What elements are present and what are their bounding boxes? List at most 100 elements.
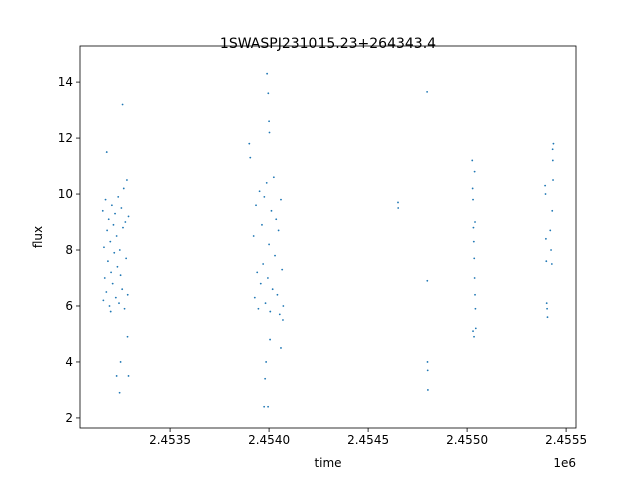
point: [426, 389, 429, 391]
point: [282, 319, 284, 321]
point: [268, 131, 271, 134]
point: [473, 257, 476, 260]
point: [544, 193, 547, 195]
y-tick-label: 12: [58, 131, 73, 145]
point: [118, 391, 121, 394]
point: [426, 361, 429, 363]
point: [122, 187, 125, 190]
x-offset-label: 1e6: [553, 456, 576, 470]
point: [116, 265, 119, 268]
point: [278, 313, 281, 316]
point: [121, 288, 124, 291]
point: [545, 260, 548, 263]
chart-title: 1SWASPJ231015.23+264343.4: [220, 36, 436, 52]
point: [107, 260, 109, 263]
point: [473, 277, 476, 279]
point: [105, 151, 108, 153]
point: [115, 235, 118, 237]
point: [473, 170, 476, 173]
point: [549, 229, 552, 232]
x-tick-label: 2.4550: [446, 433, 488, 447]
point: [552, 179, 554, 181]
point: [269, 310, 272, 313]
point: [126, 335, 129, 338]
point: [267, 277, 269, 279]
point: [274, 254, 276, 257]
plot-frame: [79, 45, 577, 429]
point: [113, 251, 116, 254]
point: [107, 218, 110, 221]
point: [546, 316, 549, 319]
point: [109, 240, 112, 243]
point: [105, 291, 108, 293]
y-tick-label: 6: [65, 299, 73, 313]
point: [248, 142, 251, 145]
point: [550, 263, 553, 265]
point: [545, 237, 547, 240]
point: [268, 120, 270, 123]
point: [266, 72, 269, 75]
point: [110, 271, 112, 274]
point: [259, 282, 262, 285]
point: [114, 212, 116, 215]
y-tick-label: 2: [65, 411, 73, 425]
point: [127, 215, 130, 218]
x-tick-label: 2.4535: [149, 433, 191, 447]
point: [118, 249, 121, 251]
point: [106, 229, 109, 232]
y-tick-label: 10: [58, 187, 73, 201]
point: [268, 243, 270, 246]
point: [263, 405, 266, 408]
point: [276, 293, 279, 296]
point: [118, 302, 120, 305]
x-tick-label: 2.4555: [545, 433, 587, 447]
point: [550, 249, 552, 251]
point: [252, 235, 255, 237]
point: [112, 223, 115, 226]
point: [546, 307, 548, 310]
point: [545, 302, 548, 305]
point: [271, 288, 274, 291]
point: [103, 246, 105, 249]
point: [123, 307, 126, 310]
point: [121, 103, 124, 106]
point: [120, 207, 123, 209]
point: [265, 181, 268, 184]
point: [258, 190, 261, 193]
point: [397, 207, 400, 209]
point: [111, 282, 114, 285]
point: [127, 375, 130, 377]
point: [551, 148, 554, 151]
point: [122, 226, 124, 229]
point: [257, 307, 260, 310]
point: [115, 375, 118, 377]
point: [261, 223, 263, 226]
point: [472, 226, 475, 229]
point: [471, 187, 474, 190]
point: [101, 209, 104, 212]
point: [426, 90, 429, 93]
point: [472, 330, 474, 333]
point: [126, 293, 129, 296]
point: [263, 195, 266, 198]
point: [474, 327, 477, 330]
point: [119, 274, 122, 277]
point: [474, 293, 476, 296]
x-tick-label: 2.4545: [347, 433, 389, 447]
point: [104, 198, 107, 201]
point: [471, 159, 474, 162]
point: [426, 369, 429, 372]
point: [256, 271, 259, 274]
point: [551, 209, 554, 212]
point: [114, 296, 117, 299]
point: [275, 218, 278, 221]
point: [426, 279, 429, 282]
point: [551, 159, 554, 162]
y-tick-label: 4: [65, 355, 73, 369]
point: [125, 257, 128, 260]
point: [253, 296, 256, 299]
point: [544, 184, 547, 187]
point: [397, 201, 399, 204]
point: [472, 198, 474, 201]
point: [119, 361, 122, 363]
